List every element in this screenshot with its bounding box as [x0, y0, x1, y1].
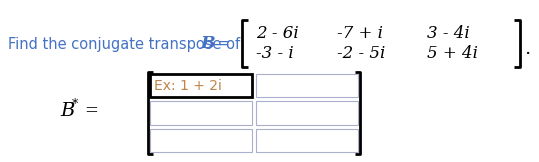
Text: -3 - i: -3 - i — [256, 45, 294, 62]
Text: =: = — [213, 36, 230, 52]
Text: Find the conjugate transpose of: Find the conjugate transpose of — [8, 36, 245, 52]
Text: 3 - 4i: 3 - 4i — [427, 25, 470, 42]
Text: *: * — [72, 98, 78, 110]
FancyBboxPatch shape — [256, 74, 358, 97]
Text: =: = — [84, 103, 98, 120]
Text: -7 + i: -7 + i — [337, 25, 383, 42]
Text: 5 + 4i: 5 + 4i — [427, 45, 478, 62]
Text: B: B — [60, 102, 74, 120]
Text: B: B — [200, 35, 215, 52]
Text: 2 - 6i: 2 - 6i — [256, 25, 299, 42]
FancyBboxPatch shape — [256, 129, 358, 152]
Text: -2 - 5i: -2 - 5i — [337, 45, 385, 62]
FancyBboxPatch shape — [256, 101, 358, 125]
FancyBboxPatch shape — [150, 129, 252, 152]
FancyBboxPatch shape — [150, 74, 252, 97]
Text: .: . — [524, 40, 530, 58]
FancyBboxPatch shape — [150, 101, 252, 125]
Text: Ex: 1 + 2i: Ex: 1 + 2i — [154, 79, 222, 93]
